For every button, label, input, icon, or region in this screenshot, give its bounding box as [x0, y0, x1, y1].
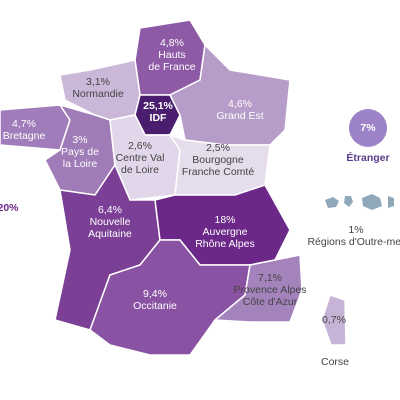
label-line: 0,7%	[322, 314, 346, 326]
label-line: 3%	[72, 134, 87, 146]
label: Occitanie	[133, 300, 177, 312]
label-line: la Loire	[63, 158, 98, 170]
label-line: de France	[148, 61, 195, 73]
label-line: 3,1%	[86, 76, 110, 88]
label: Normandie	[72, 88, 124, 100]
label: Corse	[321, 356, 349, 368]
label: Provence Alpes Côte d'Azur	[234, 284, 307, 308]
label-line: Côte d'Azur	[243, 296, 298, 308]
label-line: Rhône Alpes	[195, 238, 255, 250]
label: IDF	[150, 112, 168, 124]
label: Auvergne Rhône Alpes	[195, 226, 255, 250]
label-line: 18%	[214, 214, 235, 226]
label-line: 9,4%	[143, 288, 167, 300]
label-line: Pays de	[61, 146, 99, 158]
label: Bourgogne Franche Comté	[182, 154, 255, 178]
label: Hauts de France	[148, 49, 195, 73]
label: 7,1%	[258, 272, 282, 284]
label-line: Nouvelle	[90, 216, 131, 228]
label-line: de Loire	[121, 164, 159, 176]
label-line: Provence Alpes	[234, 284, 307, 296]
region	[321, 294, 347, 346]
island	[362, 194, 382, 210]
label-line: 2,6%	[128, 140, 152, 152]
label-line: 7,1%	[258, 272, 282, 284]
label-line: Hauts	[158, 49, 185, 61]
label: Grand Est	[216, 110, 263, 122]
label-line: Grand Est	[216, 110, 263, 122]
label: 0,7%	[322, 314, 346, 326]
label-line: Corse	[321, 356, 349, 368]
region-shapes	[0, 19, 394, 356]
label-line: 6,4%	[98, 204, 122, 216]
label: 2,5%	[206, 142, 230, 154]
label-line: 7%	[360, 122, 376, 134]
label-line: Aquitaine	[88, 228, 132, 240]
label-line: 1%	[348, 224, 363, 236]
label-line: 25,1%	[143, 100, 173, 112]
label-line: Centre Val	[116, 152, 165, 164]
label: Pays de la Loire	[61, 146, 99, 170]
label-line: 4,8%	[160, 37, 184, 49]
label-line: Bourgogne	[192, 154, 244, 166]
label: Régions d'Outre-mer	[307, 236, 400, 248]
label-line: Auvergne	[203, 226, 248, 238]
label: 4,7%	[12, 118, 36, 130]
label: 1%	[348, 224, 363, 236]
region	[213, 254, 303, 323]
label-line: Occitanie	[133, 300, 177, 312]
label-line: 2,5%	[206, 142, 230, 154]
island	[325, 197, 339, 208]
island	[344, 196, 353, 207]
label: Nouvelle Aquitaine	[88, 216, 132, 240]
label: 2,6%	[128, 140, 152, 152]
label: 20%	[0, 202, 19, 214]
label: 4,8%	[160, 37, 184, 49]
label: Centre Val de Loire	[116, 152, 165, 176]
label: Bretagne	[3, 130, 46, 142]
label: 3,1%	[86, 76, 110, 88]
label: 3%	[72, 134, 87, 146]
label-line: Franche Comté	[182, 166, 255, 178]
label-line: Étranger	[346, 151, 389, 164]
label-line: 20%	[0, 202, 19, 214]
label: 4,6%	[228, 98, 252, 110]
label: 25,1%	[143, 100, 173, 112]
label: 18%	[214, 214, 235, 226]
label: 6,4%	[98, 204, 122, 216]
abroad-circle	[349, 109, 387, 147]
label-line: Normandie	[72, 88, 124, 100]
label-line: 4,7%	[12, 118, 36, 130]
label-line: Régions d'Outre-mer	[307, 236, 400, 248]
label-line: Bretagne	[3, 130, 46, 142]
label-line: IDF	[150, 112, 168, 124]
label-line: 4,6%	[228, 98, 252, 110]
label: 7%	[360, 122, 376, 134]
region-labels: 4,8%Hauts de France 3,1%Normandie 25,1%IDF 4…	[0, 37, 400, 368]
island	[388, 196, 394, 208]
label: 9,4%	[143, 288, 167, 300]
label: Étranger	[346, 151, 389, 164]
